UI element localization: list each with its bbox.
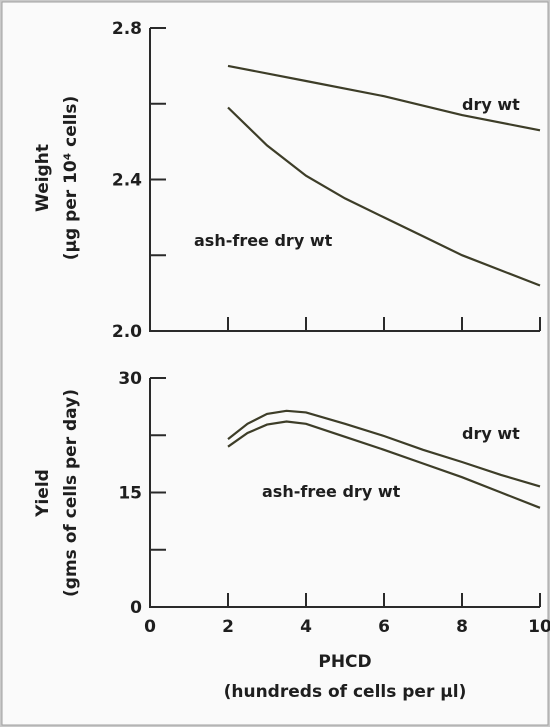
weight-series bbox=[227, 64, 541, 287]
yield-y-tick-label: 15 bbox=[118, 484, 142, 504]
yield-y-tick-label: 30 bbox=[118, 369, 142, 389]
weight-ticks: 2.0 2.4 2.8 bbox=[112, 19, 541, 342]
yield-y-tick-label: 0 bbox=[130, 598, 142, 618]
x-tick-label: 2 bbox=[222, 617, 234, 637]
yield-series-line-1 bbox=[227, 420, 541, 509]
x-axis-label-sub: (hundreds of cells per µl) bbox=[224, 682, 467, 702]
x-tick-label: 4 bbox=[300, 617, 312, 637]
yield-series-line-0 bbox=[227, 409, 541, 488]
weight-ylabel: Weight bbox=[33, 144, 53, 212]
x-tick-label: 0 bbox=[144, 617, 156, 637]
weight-series-label-ashfree: ash-free dry wt bbox=[194, 231, 333, 250]
yield-ticks: 0 15 30 bbox=[118, 369, 541, 618]
yield-series bbox=[227, 409, 541, 509]
weight-series-line-0 bbox=[227, 64, 541, 132]
yield-ylabel: Yield bbox=[33, 469, 53, 518]
weight-ylabel-sub: (µg per 10⁴ cells) bbox=[61, 96, 81, 261]
weight-series-label-dry: dry wt bbox=[462, 95, 520, 114]
x-tick-labels: 0 2 4 6 8 10 bbox=[144, 617, 550, 637]
x-tick-label: 10 bbox=[528, 617, 550, 637]
weight-y-tick-label: 2.4 bbox=[112, 171, 142, 191]
yield-panel: 0 15 30 Yield (gms of cells per day) dry w… bbox=[33, 369, 550, 702]
weight-y-tick-label: 2.0 bbox=[112, 322, 142, 342]
x-tick-label: 6 bbox=[378, 617, 390, 637]
yield-series-label-dry: dry wt bbox=[462, 424, 520, 443]
x-axis-label: PHCD bbox=[318, 652, 371, 672]
x-tick-label: 8 bbox=[456, 617, 468, 637]
yield-series-label-ashfree: ash-free dry wt bbox=[262, 482, 401, 501]
weight-y-tick-label: 2.8 bbox=[112, 19, 142, 39]
weight-series-line-1 bbox=[227, 106, 541, 287]
weight-panel: 2.0 2.4 2.8 Weight (µg per 10⁴ cells) dry … bbox=[33, 19, 541, 342]
yield-ylabel-sub: (gms of cells per day) bbox=[61, 389, 81, 597]
